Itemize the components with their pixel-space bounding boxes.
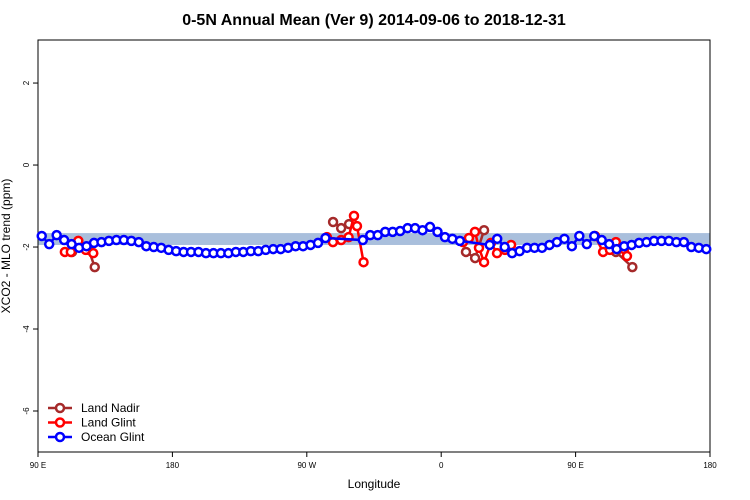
data-point <box>581 238 593 250</box>
data-point <box>88 247 99 259</box>
y-tick-label: -4 <box>22 325 31 333</box>
legend-marker <box>54 431 66 443</box>
data-point <box>566 240 578 252</box>
legend-marker <box>54 417 66 428</box>
data-point <box>484 239 495 251</box>
x-tick-label: 0 <box>439 461 444 470</box>
legend-label: Land Glint <box>81 416 136 430</box>
chart-title: 0-5N Annual Mean (Ver 9) 2014-09-06 to 2… <box>182 12 566 29</box>
data-point <box>432 226 443 238</box>
x-tick-label: 90 E <box>567 461 583 470</box>
data-point <box>603 238 615 250</box>
legend-marker <box>54 402 66 414</box>
data-point <box>499 241 510 253</box>
data-point <box>133 236 145 248</box>
x-tick-label: 180 <box>166 461 180 470</box>
data-point <box>335 222 347 234</box>
data-point <box>36 230 47 242</box>
reference-band <box>38 233 710 245</box>
data-point <box>58 234 70 246</box>
y-tick-label: -6 <box>22 407 31 415</box>
legend-label: Land Nadir <box>81 401 140 415</box>
y-tick-label: -2 <box>22 243 31 251</box>
data-point <box>678 236 690 248</box>
data-point <box>51 229 62 241</box>
data-point <box>627 261 638 273</box>
data-point <box>424 221 436 233</box>
data-point <box>43 238 55 250</box>
data-point <box>491 233 503 245</box>
data-point <box>478 256 490 268</box>
data-point <box>460 246 472 258</box>
y-tick-label: 2 <box>22 80 31 85</box>
y-tick-label: 0 <box>22 162 31 167</box>
data-point <box>469 252 481 264</box>
data-point <box>621 250 633 262</box>
data-point <box>351 220 363 232</box>
legend-label: Ocean Glint <box>81 430 145 444</box>
data-point <box>358 256 369 268</box>
y-axis-label: XCO2 - MLO trend (ppm) <box>0 179 13 314</box>
data-point <box>574 230 585 242</box>
data-point <box>348 210 360 222</box>
data-point <box>559 233 570 245</box>
x-axis-label: Longitude <box>348 477 401 491</box>
data-point <box>596 234 607 246</box>
x-tick-label: 90 W <box>297 461 316 470</box>
data-point <box>89 261 100 273</box>
data-point <box>320 232 331 244</box>
data-point <box>701 243 712 255</box>
data-point <box>589 230 600 242</box>
x-tick-label: 180 <box>703 461 717 470</box>
data-point <box>312 237 324 249</box>
data-point <box>469 226 481 238</box>
data-point <box>454 235 466 247</box>
data-point <box>478 224 490 236</box>
data-point <box>327 216 339 228</box>
x-tick-label: 90 E <box>30 461 46 470</box>
data-point <box>357 234 369 246</box>
